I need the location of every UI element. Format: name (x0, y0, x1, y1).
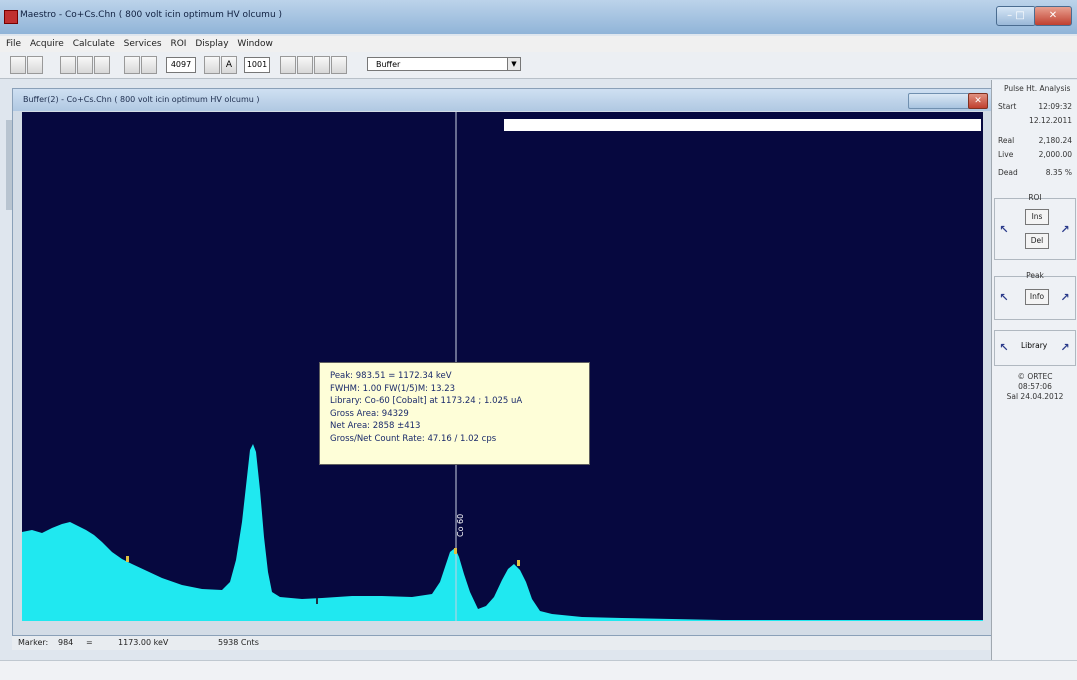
save-file-button[interactable] (27, 56, 43, 74)
zoom-out-button[interactable] (297, 56, 313, 74)
net-area-line: Net Area: 2858 ±413 (330, 421, 421, 431)
center-button[interactable] (314, 56, 330, 74)
roi-mark-3 (454, 548, 457, 554)
status-bar: Marker: 984 = 1173.00 keV 5938 Cnts (12, 636, 990, 650)
fullview-button[interactable] (331, 56, 347, 74)
menu-window[interactable]: Window (237, 39, 273, 49)
menu-display[interactable]: Display (195, 39, 229, 49)
spectrum-window-title: Buffer(2) - Co+Cs.Chn ( 800 volt icin op… (23, 95, 260, 104)
auto-scale-button[interactable]: A (221, 56, 237, 74)
roi-clear-button[interactable] (141, 56, 157, 74)
roi-caption: ROI (1028, 193, 1042, 202)
right-panel: Pulse Ht. Analysis Start 12:09:32 12.12.… (991, 80, 1077, 660)
expanded-view-bar[interactable] (504, 119, 981, 131)
roi-section: ROI ↖ Ins Del ↗ (994, 193, 1076, 260)
live-label: Live (998, 150, 1014, 159)
log-scale-button[interactable] (204, 56, 220, 74)
marker-label: Marker: (18, 638, 49, 647)
library-prev-icon[interactable]: ↖ (999, 341, 1009, 354)
bottom-bar (0, 660, 1077, 680)
window-title: Maestro - Co+Cs.Chn ( 800 volt icin opti… (20, 10, 283, 20)
peak-line: Peak: 983.51 = 1172.34 keV (330, 371, 452, 381)
roi-mark-4 (517, 560, 520, 566)
buffer-select-value: Buffer (376, 60, 401, 69)
menu-services[interactable]: Services (123, 39, 162, 49)
open-file-button[interactable] (10, 56, 26, 74)
menu-acquire[interactable]: Acquire (29, 39, 64, 49)
peak-section: Peak ↖ Info ↗ (994, 271, 1076, 320)
child-min-max-buttons[interactable] (908, 93, 970, 109)
close-button[interactable]: ✕ (1034, 6, 1072, 26)
clock-time: 08:57:06 (1018, 382, 1052, 391)
library-label[interactable]: Library (1021, 341, 1048, 350)
start-acquire-button[interactable] (60, 56, 76, 74)
menu-file[interactable]: File (6, 39, 22, 49)
dead-label: Dead (998, 168, 1018, 177)
vertical-scale-box[interactable]: 4097 (166, 57, 196, 73)
real-value: 2,180.24 (1038, 136, 1072, 145)
library-section: ↖ Library ↗ (994, 330, 1076, 366)
fwhm-line: FWHM: 1.00 FW(1/5)M: 13.23 (330, 383, 456, 394)
peak-info-popup: Peak: 983.51 = 1172.34 keV FWHM: 1.00 FW… (319, 362, 590, 465)
start-time: 12:09:32 (1038, 102, 1072, 111)
clear-button[interactable] (94, 56, 110, 74)
zoom-in-button[interactable] (280, 56, 296, 74)
menu-roi[interactable]: ROI (170, 39, 187, 49)
roi-delete-button[interactable]: Del (1025, 233, 1049, 249)
peak-prev-icon[interactable]: ↖ (999, 291, 1009, 304)
spectrum-window-titlebar: Buffer(2) - Co+Cs.Chn ( 800 volt icin op… (13, 89, 991, 111)
start-label: Start (998, 102, 1017, 111)
menu-bar: File Acquire Calculate Services ROI Disp… (0, 36, 1077, 52)
minimize-maximize-buttons[interactable]: – □ (996, 6, 1036, 26)
marker-channel: 984 (58, 638, 74, 647)
stop-acquire-button[interactable] (77, 56, 93, 74)
marker-equals: = (86, 638, 93, 647)
marker-peak-label: Co 60 (456, 514, 465, 537)
left-scroll-thumb[interactable] (6, 120, 12, 210)
real-label: Real (998, 136, 1015, 145)
roi-prev-icon[interactable]: ↖ (999, 223, 1009, 236)
roi-insert-button[interactable]: Ins (1025, 209, 1049, 225)
marker-energy: 1173.00 keV (118, 638, 169, 647)
close-icon: ✕ (1048, 10, 1058, 21)
minimize-icon: – □ (1007, 10, 1025, 21)
marker-counts: 5938 Cnts (218, 638, 259, 647)
clock-date: Sal 24.04.2012 (1006, 392, 1064, 401)
peak-info-button[interactable]: Info (1025, 289, 1049, 305)
menu-calculate[interactable]: Calculate (72, 39, 115, 49)
live-value: 2,000.00 (1038, 150, 1072, 159)
peak-next-icon[interactable]: ↗ (1060, 291, 1070, 304)
roi-next-icon[interactable]: ↗ (1060, 223, 1070, 236)
peak-caption: Peak (1026, 271, 1044, 280)
app-icon (4, 10, 18, 24)
spectrum-plot[interactable]: Co 60 Peak: 983.51 = 1172.34 keV FWHM: 1… (22, 112, 983, 621)
count-rate-line: Gross/Net Count Rate: 47.16 / 1.02 cps (330, 433, 497, 444)
gross-area-line: Gross Area: 94329 (330, 408, 409, 419)
child-close-button[interactable]: ✕ (968, 93, 988, 109)
spectrum-curve (22, 444, 983, 621)
toolbar: 4097 A 1001 Buffer ▼ (0, 52, 1077, 79)
chevron-down-icon[interactable]: ▼ (507, 58, 520, 70)
roi-mark-1 (126, 556, 129, 562)
roi-mark-button[interactable] (124, 56, 140, 74)
ortec-label: © ORTEC (1017, 372, 1053, 381)
horizontal-scale-box[interactable]: 1001 (244, 57, 270, 73)
start-date: 12.12.2011 (1029, 116, 1072, 125)
pulse-analysis-title: Pulse Ht. Analysis (1004, 84, 1071, 93)
library-line: Library: Co-60 [Cobalt] at 1173.24 ; 1.0… (330, 396, 523, 406)
buffer-select[interactable]: Buffer ▼ (367, 57, 521, 71)
title-bar: Maestro - Co+Cs.Chn ( 800 volt icin opti… (0, 0, 1077, 34)
library-next-icon[interactable]: ↗ (1060, 341, 1070, 354)
roi-mark-2 (316, 598, 318, 604)
dead-value: 8.35 % (1045, 168, 1072, 177)
